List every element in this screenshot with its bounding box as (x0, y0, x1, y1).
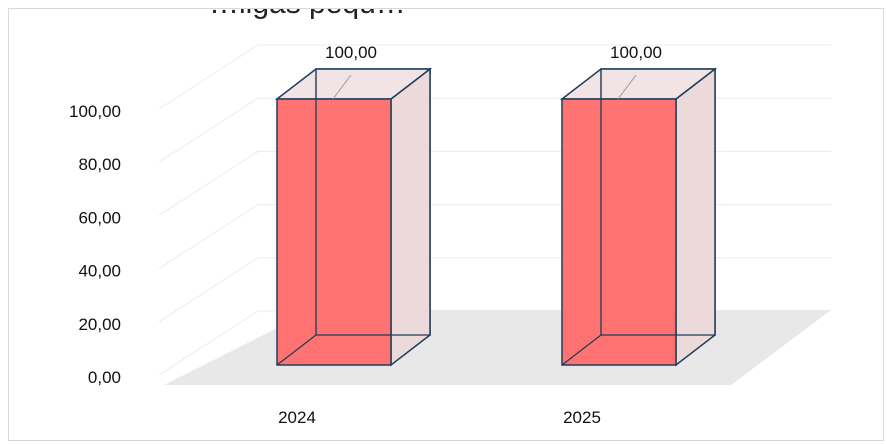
chart-floor (164, 310, 831, 385)
gridline-side (158, 44, 259, 110)
bar-side-face (675, 67, 716, 367)
bar (276, 98, 392, 366)
y-tick-label: 40,00 (78, 262, 121, 281)
chart-frame: …ligas pequ… 0,00 20,00 40,00 60,00 80,00 100… (8, 8, 884, 441)
data-label: 100,00 (610, 43, 662, 62)
bar-inner-edge (276, 334, 317, 366)
data-label-leader (332, 74, 352, 100)
y-tick-label: 100,00 (69, 102, 121, 121)
data-label-leader (617, 74, 637, 100)
bar-side-face (390, 67, 431, 367)
chart-plot: 0,00 20,00 40,00 60,00 80,00 100,00 100,00 2024… (69, 43, 831, 427)
gridline-side (158, 150, 259, 216)
gridline-side (158, 97, 259, 163)
chart-title: …ligas pequ… (209, 9, 406, 21)
x-tick-label: 2025 (563, 408, 601, 427)
y-tick-label: 80,00 (78, 155, 121, 174)
x-tick-label: 2024 (278, 408, 316, 427)
y-tick-label: 20,00 (78, 315, 121, 334)
y-tick-label: 60,00 (78, 208, 121, 227)
y-tick-label: 0,00 (88, 368, 121, 387)
gridline-side (158, 204, 259, 270)
bar-inner-edge (561, 334, 602, 366)
gridline-side (158, 257, 259, 323)
bar (561, 98, 677, 366)
gridline-side (158, 310, 259, 376)
data-label: 100,00 (325, 43, 377, 62)
